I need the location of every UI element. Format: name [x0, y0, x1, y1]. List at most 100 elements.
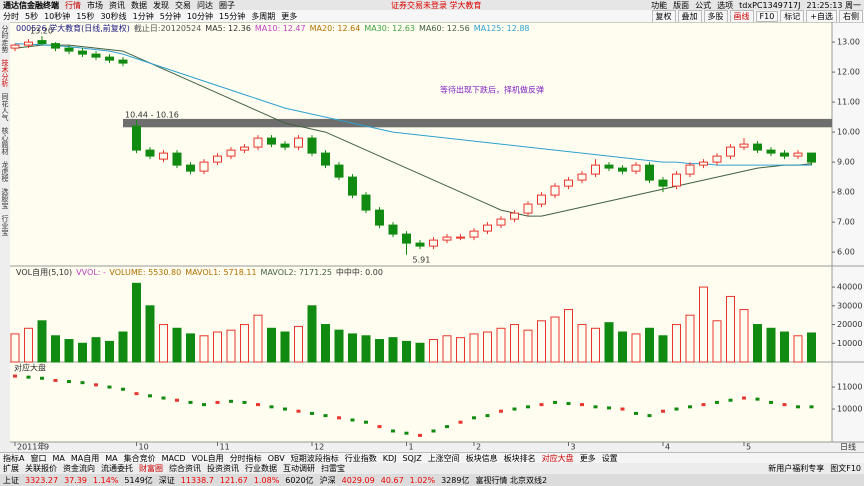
- index-mark: [229, 399, 233, 403]
- volume-bar: [132, 282, 141, 363]
- indicator-tab[interactable]: 上涨空间: [427, 454, 460, 463]
- index-mark: [445, 425, 449, 429]
- menu-item[interactable]: 资讯: [109, 0, 125, 10]
- candle-body: [51, 43, 60, 49]
- status-item: 深证: [158, 475, 175, 485]
- ext-tab[interactable]: 关联报价: [25, 464, 57, 473]
- period-tab[interactable]: 5秒: [25, 11, 39, 21]
- period-tab[interactable]: 15分钟: [219, 11, 246, 21]
- menu-item[interactable]: 数据: [131, 0, 147, 10]
- indicator-tab[interactable]: MA: [105, 454, 118, 463]
- indicator-tab[interactable]: OBV: [267, 454, 285, 463]
- indicator-tab[interactable]: MA: [52, 454, 65, 463]
- left-tab[interactable]: 行业宝: [1, 215, 9, 236]
- volume-bar: [78, 342, 87, 363]
- volume-bar: [226, 329, 236, 363]
- indicator-tab[interactable]: SQJZ: [402, 454, 422, 463]
- indicator-tab[interactable]: 板块排名: [503, 454, 536, 463]
- status-item: 40.67: [380, 475, 404, 485]
- indicator-tab[interactable]: KDJ: [382, 454, 397, 463]
- menu-item[interactable]: 问达: [197, 0, 213, 10]
- ext-tab[interactable]: 流通委托: [101, 464, 133, 473]
- menu-item[interactable]: 交易: [175, 0, 191, 10]
- tool-tab[interactable]: 画线: [729, 10, 754, 22]
- ext-tab[interactable]: 财富圈: [139, 464, 163, 473]
- menu-item[interactable]: 市场: [87, 0, 103, 10]
- volume-bar: [645, 327, 654, 363]
- indicator-tab[interactable]: 行业指数: [344, 454, 377, 463]
- indicator-tab[interactable]: 窗口: [30, 454, 47, 463]
- indicator-tab[interactable]: 分时指标: [229, 454, 262, 463]
- tool-tab[interactable]: 右侧: [839, 10, 863, 22]
- ext-tab[interactable]: 互动调研: [283, 464, 315, 473]
- ma-legend: MA10: 12.47: [255, 24, 306, 33]
- chart: 000526 学大教育(日线,前复权) 截止日:20120524 MA5: 12.3…: [10, 22, 864, 452]
- menu-item[interactable]: 功能: [651, 0, 668, 10]
- period-tab[interactable]: 分时: [3, 11, 19, 21]
- indicator-tab[interactable]: MACD: [161, 454, 186, 463]
- period-tab[interactable]: 10分钟: [186, 11, 214, 21]
- menu-item[interactable]: 圈子: [219, 0, 235, 10]
- period-tab[interactable]: 15秒: [76, 11, 95, 21]
- indicator-tab[interactable]: 设置: [601, 454, 618, 463]
- tool-tab[interactable]: 多股: [703, 10, 728, 22]
- index-mark: [256, 403, 260, 407]
- ext-tab[interactable]: 行业数据: [245, 464, 277, 473]
- left-tab[interactable]: 选股宝: [1, 188, 9, 209]
- x-tick-label: 3: [571, 443, 576, 452]
- menu-item[interactable]: 版面: [673, 0, 690, 10]
- period-tab[interactable]: 1分钟: [132, 11, 154, 21]
- candle-body: [361, 194, 371, 211]
- indicator-tab[interactable]: VOL自用: [191, 454, 224, 463]
- candle-body: [577, 173, 587, 181]
- chart-header: 000526 学大教育(日线,前复权) 截止日:20120524 MA5: 12.3…: [16, 23, 530, 33]
- candle-body: [64, 47, 74, 52]
- ext-tab[interactable]: 扩展: [3, 464, 19, 473]
- menu-item[interactable]: 行情: [65, 0, 81, 10]
- ext-tab[interactable]: 资金流向: [63, 464, 95, 473]
- left-tab[interactable]: 同花人气: [1, 93, 9, 121]
- indicator-tab[interactable]: 指标A: [3, 454, 25, 463]
- indicator-tab[interactable]: 短期波段指标: [290, 454, 339, 463]
- left-tab[interactable]: 分时走势: [1, 25, 9, 53]
- ext-tab[interactable]: 扫雷宝: [321, 464, 345, 473]
- index-mark: [121, 387, 125, 391]
- period-tab[interactable]: 多周期: [251, 11, 276, 21]
- index-mark: [80, 381, 85, 385]
- indicator-tab[interactable]: 板块信息: [465, 454, 498, 463]
- left-tab[interactable]: 核心题材: [1, 127, 9, 155]
- tool-tab[interactable]: 叠加: [677, 10, 702, 22]
- period-tab[interactable]: 10秒钟: [44, 11, 71, 21]
- period-tab[interactable]: 更多: [281, 11, 298, 21]
- left-tab[interactable]: 龙虎榜: [1, 161, 9, 182]
- band-label: 10.44 - 10.16: [125, 110, 179, 119]
- index-mark: [296, 409, 301, 413]
- annotation: 等待出现下跌后，择机做反弹: [440, 85, 544, 95]
- indicator-tab[interactable]: 集合竞价: [123, 454, 156, 463]
- index-mark: [485, 414, 490, 418]
- tool-tab[interactable]: +自选: [806, 10, 837, 22]
- ext-tab[interactable]: 综合资讯: [169, 464, 201, 473]
- indicator-tab[interactable]: 更多: [579, 454, 596, 463]
- ext-link[interactable]: 新用户福利专享: [768, 464, 825, 473]
- x-tick-label: 2011年: [17, 442, 45, 452]
- volume-legend: MAVOL2: 7171.25: [261, 268, 332, 277]
- period-tab[interactable]: 5分钟: [159, 11, 181, 21]
- menu-item[interactable]: 发现: [153, 0, 169, 10]
- period-tab[interactable]: 30秒线: [100, 11, 127, 21]
- left-tab[interactable]: 技术分析: [1, 59, 9, 87]
- tool-tab[interactable]: F10: [755, 10, 779, 22]
- menu-item[interactable]: 选项: [717, 0, 734, 10]
- volume-bar: [456, 337, 465, 363]
- volume-bar: [402, 340, 411, 363]
- tool-tab[interactable]: 标记: [780, 10, 805, 22]
- status-item: 1.02%: [409, 475, 436, 485]
- tool-tab[interactable]: 复权: [651, 10, 676, 22]
- indicator-tab[interactable]: MA自用: [70, 454, 100, 463]
- indicator-tab[interactable]: 对应大盘: [541, 454, 574, 463]
- ext-tab[interactable]: 投资资讯: [207, 464, 239, 473]
- y-tick-label: 8.00: [837, 188, 855, 197]
- ext-link[interactable]: 图文F10: [830, 464, 861, 473]
- menu-item[interactable]: 公式: [695, 0, 712, 10]
